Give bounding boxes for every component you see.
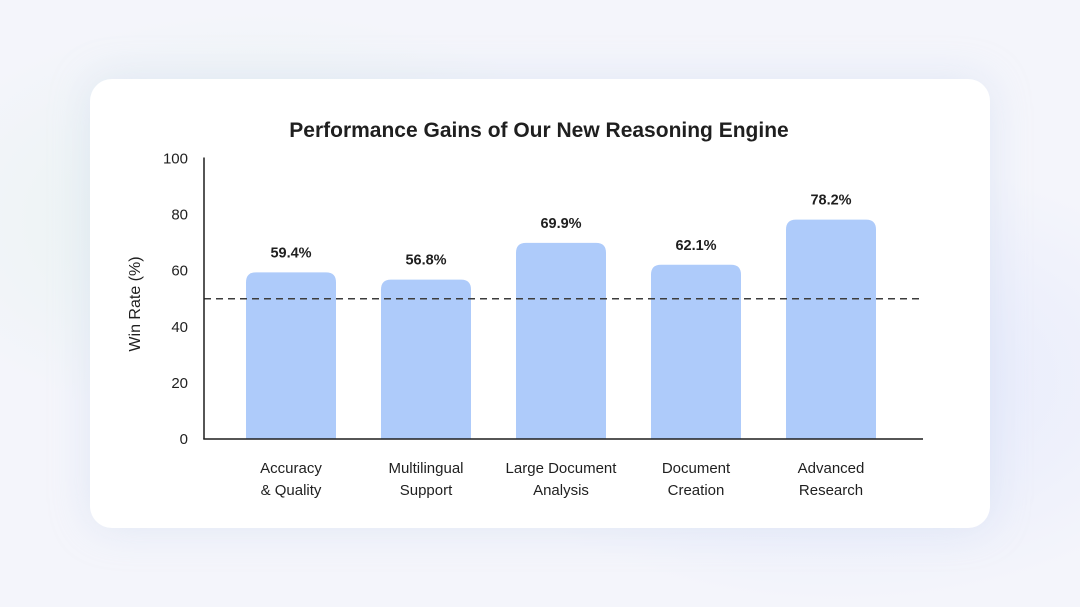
y-tick-label: 80 xyxy=(171,207,188,224)
bar-chart: Performance Gains of Our New Reasoning E… xyxy=(127,119,923,499)
axes xyxy=(203,157,923,440)
y-tick-label: 60 xyxy=(171,263,188,280)
y-tick-label: 40 xyxy=(171,319,188,336)
x-tick-label: Creation xyxy=(668,482,725,499)
data-label: 56.8% xyxy=(405,253,446,269)
chart-card: Performance Gains of Our New Reasoning E… xyxy=(90,79,990,528)
x-tick-label: Accuracy xyxy=(260,460,322,477)
y-axis-ticks: 0 20 40 60 80 100 xyxy=(163,151,188,449)
y-tick-label: 20 xyxy=(171,375,188,392)
bar xyxy=(651,264,741,439)
bar xyxy=(516,242,606,439)
x-tick-label: Document xyxy=(662,460,731,477)
x-tick-label: Analysis xyxy=(533,482,589,499)
data-label: 69.9% xyxy=(540,216,581,232)
y-tick-label: 100 xyxy=(163,151,188,168)
x-tick-label: Advanced xyxy=(798,460,865,477)
category-labels: Accuracy & Quality Multilingual Support Larg… xyxy=(260,460,864,499)
y-tick-label: 0 xyxy=(180,431,188,448)
y-axis-title: Win Rate (%) xyxy=(127,256,144,351)
chart-title: Performance Gains of Our New Reasoning E… xyxy=(289,119,788,142)
data-labels: 59.4% 56.8% 69.9% 62.1% 78.2% xyxy=(270,193,851,269)
x-tick-label: Support xyxy=(400,482,453,499)
x-tick-label: Research xyxy=(799,482,863,499)
data-label: 62.1% xyxy=(675,238,716,254)
bars xyxy=(246,219,876,439)
bar xyxy=(246,272,336,439)
data-label: 78.2% xyxy=(810,193,851,209)
x-tick-label: Large Document xyxy=(506,460,618,477)
bar xyxy=(381,279,471,439)
data-label: 59.4% xyxy=(270,245,311,261)
bar xyxy=(786,219,876,439)
x-tick-label: Multilingual xyxy=(388,460,463,477)
x-tick-label: & Quality xyxy=(261,482,322,499)
